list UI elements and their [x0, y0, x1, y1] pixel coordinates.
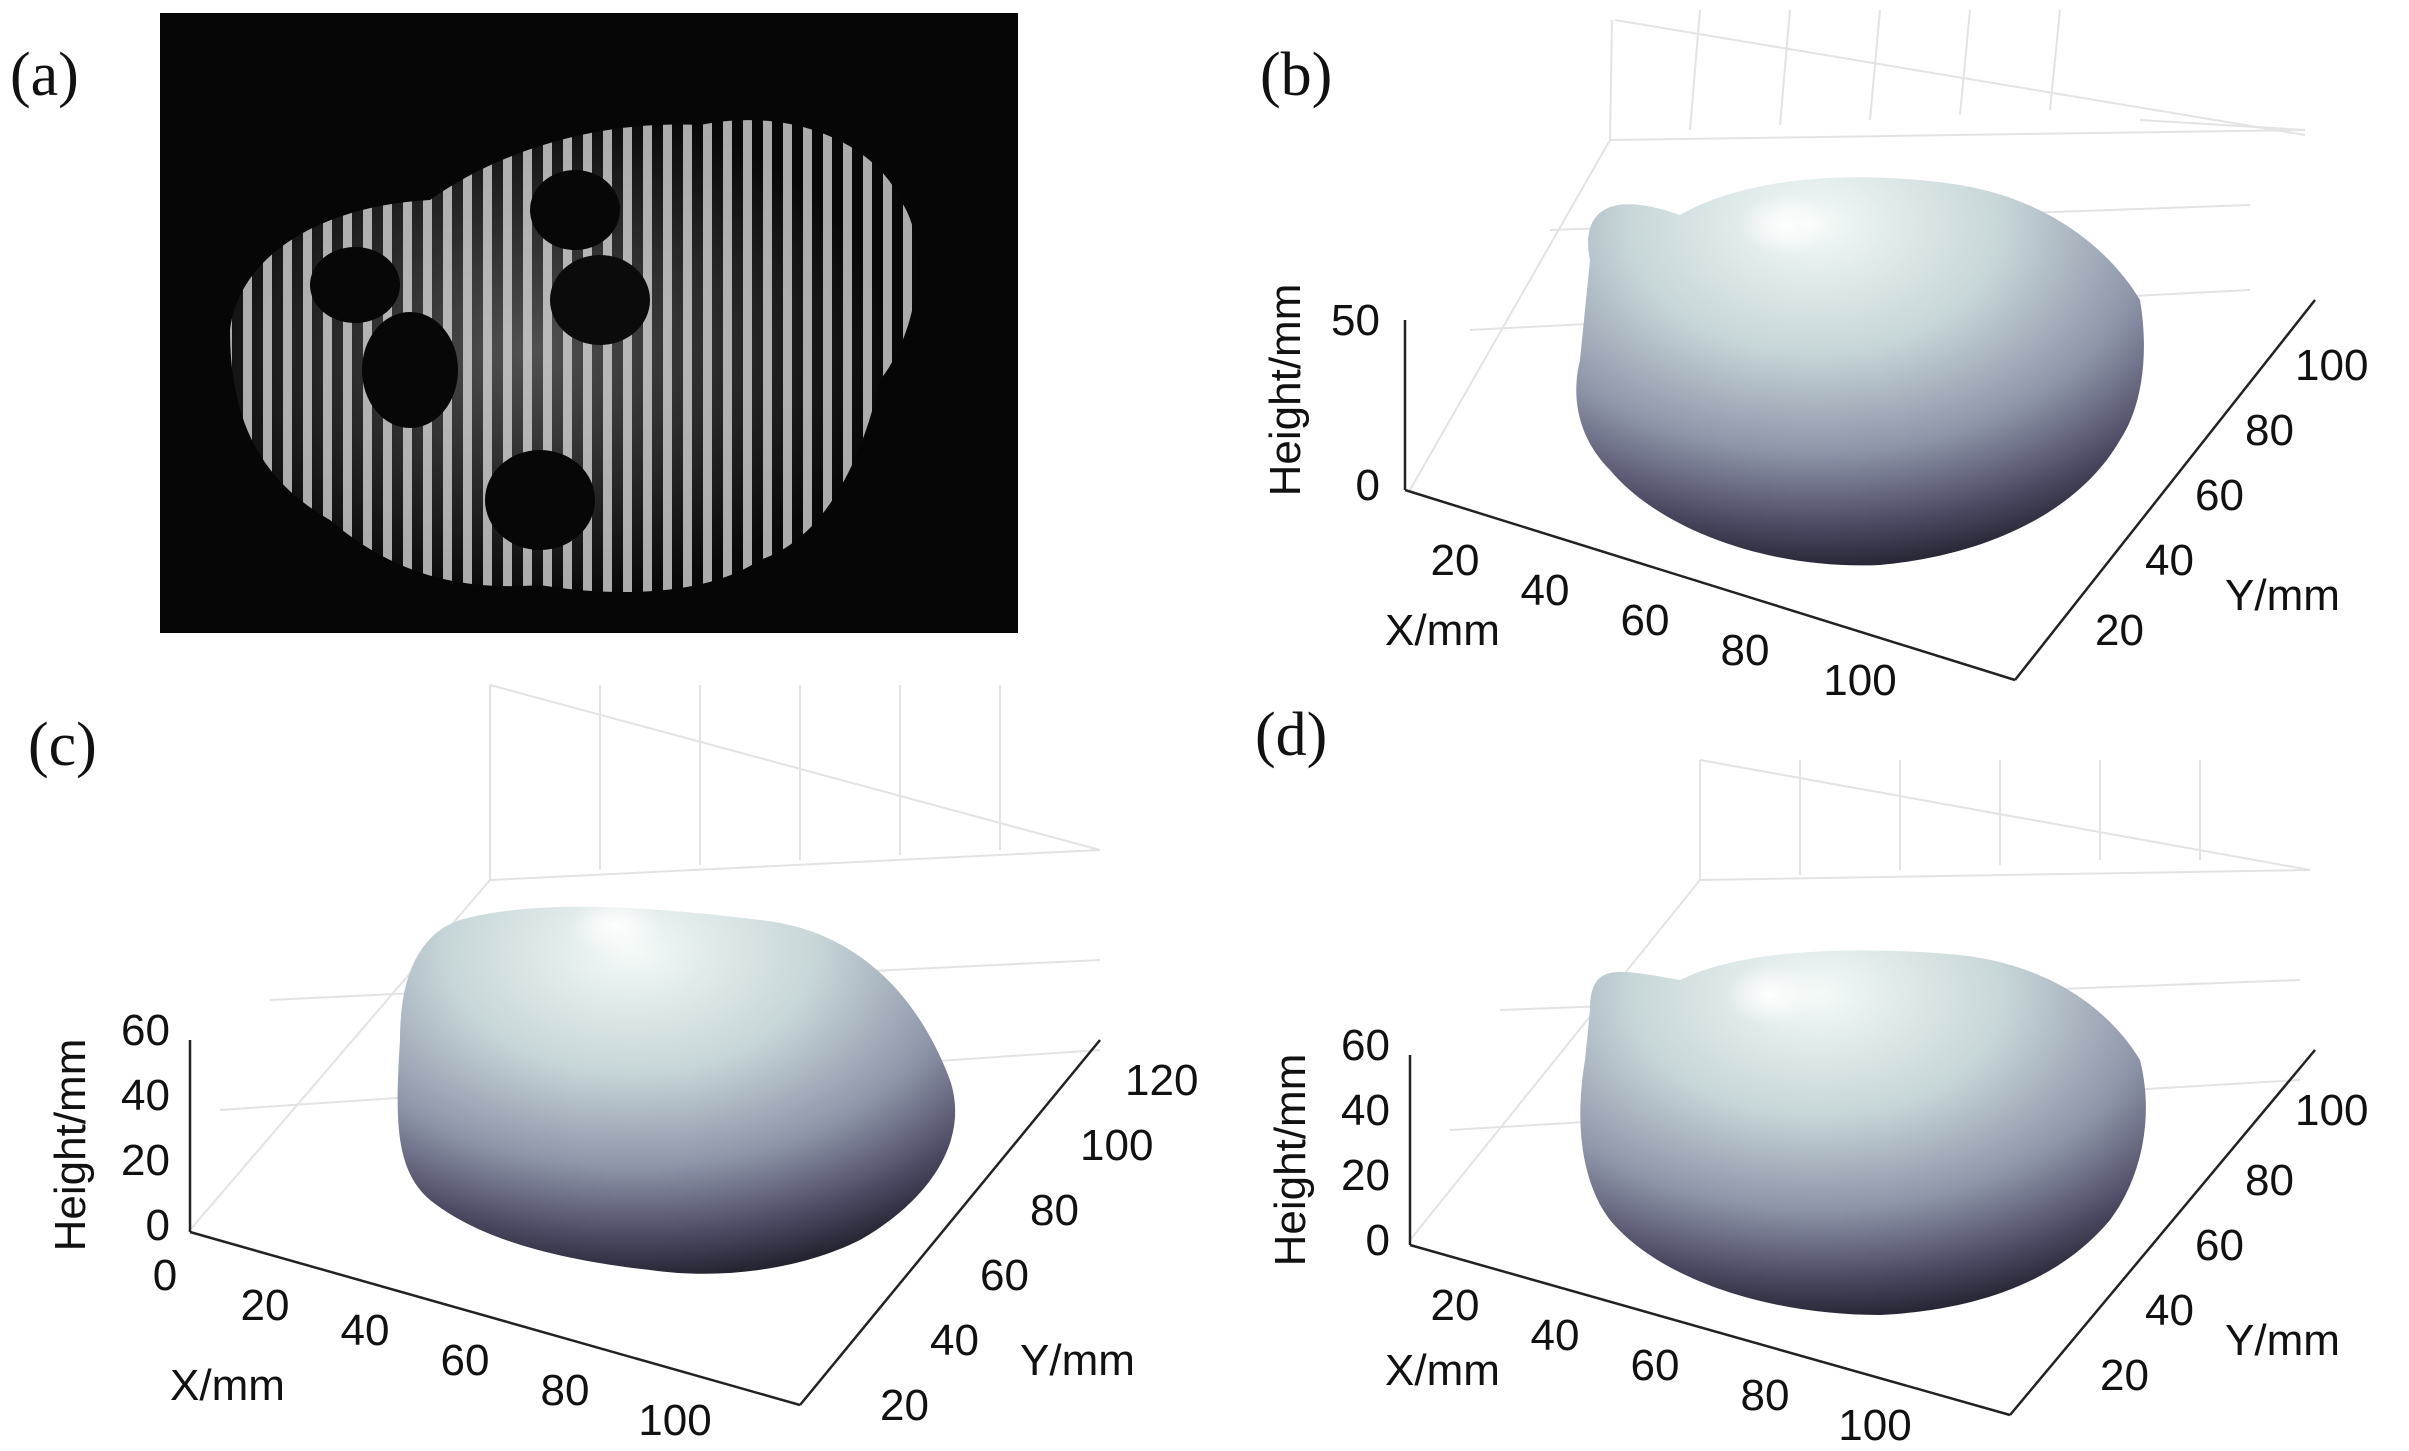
panel-d-ytick: 40 [2145, 1286, 2194, 1335]
panel-b-ytick: 60 [2195, 471, 2244, 520]
panel-b-xtick: 100 [1823, 656, 1896, 705]
panel-b-axes [1403, 299, 2316, 682]
panel-c-ztick: 40 [121, 1071, 170, 1120]
panel-d-xlabel: X/mm [1385, 1346, 1500, 1395]
panel-c-ytick: 120 [1125, 1056, 1198, 1105]
panel-c-xtick: 60 [441, 1336, 490, 1385]
panel-c-zlabel: Height/mm [46, 1039, 95, 1252]
panel-d-xtick: 60 [1631, 1341, 1680, 1390]
panel-b-ztick: 50 [1331, 296, 1380, 345]
panel-c-ytick: 40 [930, 1316, 979, 1365]
panel-b-ylabel: Y/mm [2225, 571, 2340, 620]
panel-b-xtick: 60 [1621, 596, 1670, 645]
panel-c-plot [188, 684, 1101, 1407]
panel-b-ytick: 40 [2145, 536, 2194, 585]
panel-d-plot [1408, 759, 2316, 1417]
panel-b-xtick: 20 [1431, 536, 1480, 585]
panel-d-ytick: 80 [2245, 1156, 2294, 1205]
panel-c-xlabel: X/mm [170, 1361, 285, 1410]
panel-d-ztick: 20 [1341, 1151, 1390, 1200]
panel-d-ytick: 100 [2295, 1086, 2368, 1135]
panel-b-xtick: 80 [1721, 626, 1770, 675]
panel-c-label: (c) [28, 711, 97, 779]
panel-d-xtick: 80 [1741, 1371, 1790, 1420]
panel-d-surface [1580, 950, 2146, 1315]
panel-c-ztick: 60 [121, 1006, 170, 1055]
panel-d-ztick: 60 [1341, 1021, 1390, 1070]
panel-d-ztick: 40 [1341, 1086, 1390, 1135]
panel-b-xtick: 40 [1521, 566, 1570, 615]
panel-b-xlabel: X/mm [1385, 606, 1500, 655]
panel-c-surface [397, 906, 956, 1274]
panel-c-ztick: 20 [121, 1136, 170, 1185]
panel-d-ytick: 60 [2195, 1221, 2244, 1270]
panel-c-xtick: 40 [341, 1306, 390, 1355]
panel-b-label: (b) [1260, 41, 1333, 109]
panel-d-xtick: 20 [1431, 1281, 1480, 1330]
panel-b-surface [1576, 177, 2144, 566]
panel-c-xtick: 0 [153, 1251, 177, 1300]
panel-b-ztick: 0 [1356, 461, 1380, 510]
panel-c-xtick: 80 [541, 1366, 590, 1415]
panel-b-ytick: 20 [2095, 606, 2144, 655]
panel-d-ztick: 0 [1366, 1216, 1390, 1265]
panel-d-xtick: 100 [1838, 1401, 1911, 1450]
panel-d-xtick: 40 [1531, 1311, 1580, 1360]
panel-d-axes [1408, 1049, 2316, 1417]
panel-c-ztick: 0 [146, 1201, 170, 1250]
panel-c-ylabel: Y/mm [1020, 1336, 1135, 1385]
panel-c-xtick: 100 [638, 1396, 711, 1445]
panel-c-ytick: 100 [1080, 1121, 1153, 1170]
panel-a-label: (a) [10, 41, 79, 109]
panel-d-ylabel: Y/mm [2225, 1316, 2340, 1365]
panel-c-ytick: 20 [880, 1381, 929, 1430]
panel-a-fringe-image [160, 13, 1018, 633]
panel-b-ytick: 100 [2295, 341, 2368, 390]
panel-c-xtick: 20 [241, 1281, 290, 1330]
panel-b-zlabel: Height/mm [1261, 284, 1310, 497]
panel-b-plot [1403, 9, 2316, 682]
panel-b-ytick: 80 [2245, 406, 2294, 455]
panel-d-zlabel: Height/mm [1266, 1054, 1315, 1267]
panel-c-axes [188, 1039, 1101, 1407]
panel-d-label: (d) [1255, 701, 1328, 769]
panel-c-ytick: 80 [1030, 1186, 1079, 1235]
panel-c-ytick: 60 [980, 1251, 1029, 1300]
panel-d-ytick: 20 [2100, 1351, 2149, 1400]
